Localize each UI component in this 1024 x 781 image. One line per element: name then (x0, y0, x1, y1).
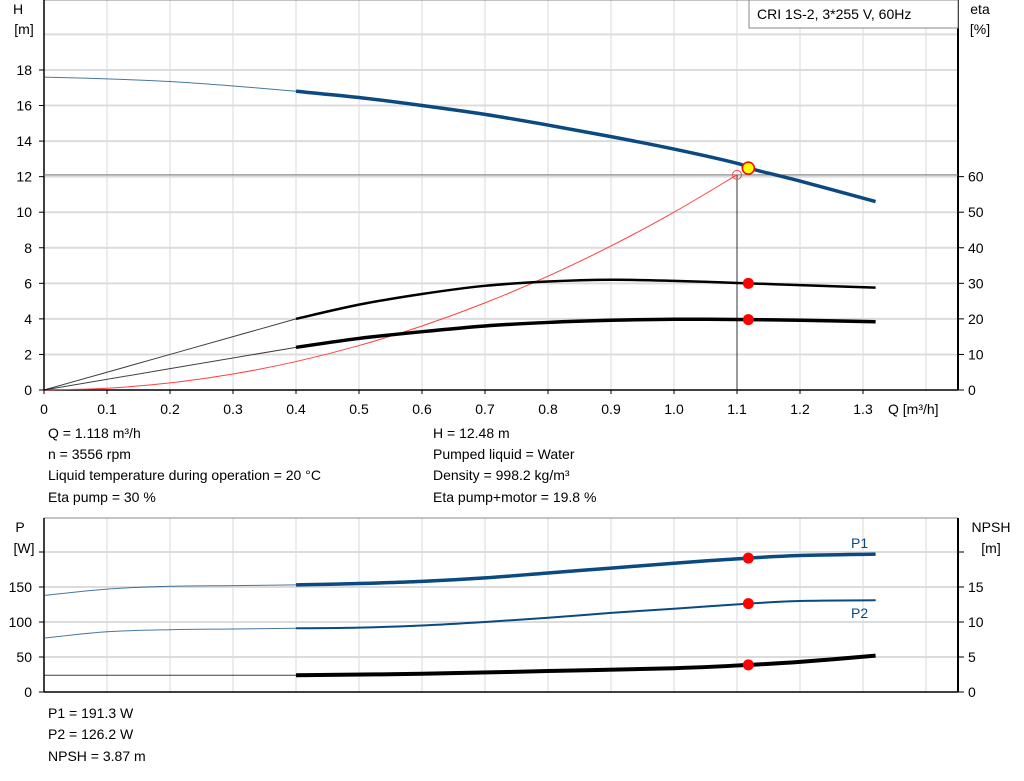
p2-series-label: P2 (851, 605, 868, 621)
p2-curve (295, 599, 876, 630)
y-left-tick-label: 18 (16, 62, 32, 78)
npsh-axis-unit: [m] (981, 540, 1000, 556)
info-eta-pump: Eta pump = 30 % (48, 489, 156, 505)
x-tick-label: 1.0 (664, 401, 684, 417)
y-left-tick-label: 16 (16, 98, 32, 114)
npsh-duty-marker (742, 659, 754, 671)
info-eta-pump-motor: Eta pump+motor = 19.8 % (433, 489, 597, 505)
info-h: H = 12.48 m (433, 425, 510, 441)
x-tick-label: 0.3 (223, 401, 243, 417)
info-p1: P1 = 191.3 W (48, 705, 134, 721)
y-right-tick-label: 30 (968, 275, 984, 291)
title-box (748, 0, 959, 29)
info-q: Q = 1.118 m³/h (48, 425, 141, 441)
npsh-tick-label: 5 (968, 649, 976, 665)
x-tick-label: 0.6 (412, 401, 432, 417)
npsh-tick-label: 0 (968, 684, 976, 700)
npsh-axis-label: NPSH (972, 519, 1011, 535)
eta-pump-duty-marker (742, 277, 754, 289)
y-right-tick-label: 20 (968, 311, 984, 327)
x-tick-label: 0.8 (538, 401, 558, 417)
eta-pump-curve (295, 278, 876, 321)
y-left-tick-label: 2 (24, 346, 32, 362)
npsh-tick-label: 15 (968, 579, 984, 595)
y-left-tick-label: 8 (24, 240, 32, 256)
y-left-tick-label: 10 (16, 204, 32, 220)
y-right-tick-label: 60 (968, 169, 984, 185)
p-tick-label: 0 (24, 684, 32, 700)
p-tick-label: 100 (9, 614, 33, 630)
x-tick-label: 1.1 (727, 401, 747, 417)
p-tick-label: 50 (16, 649, 32, 665)
p-axis-unit: [W] (14, 540, 35, 556)
y-left-axis-label: H (13, 1, 23, 17)
y-right-tick-label: 50 (968, 204, 984, 220)
eta-pump-motor-curve (295, 317, 876, 350)
y-left-tick-label: 14 (16, 133, 32, 149)
p-axis-label: P (15, 519, 24, 535)
p1-curve (295, 552, 876, 587)
head-curve (295, 89, 877, 204)
required-point-marker (732, 169, 742, 180)
p2-curve-thin (43, 627, 297, 639)
info-temperature: Liquid temperature during operation = 20… (48, 467, 321, 483)
y-left-tick-label: 6 (24, 275, 32, 291)
y-right-axis-unit: [%] (970, 21, 990, 37)
eta-pump-motor-duty-marker (742, 314, 754, 326)
eta-pump-motor-curve-thin (43, 346, 297, 391)
x-tick-label: 0.7 (475, 401, 495, 417)
eta-pump-curve-thin (43, 318, 297, 391)
y-right-tick-label: 10 (968, 346, 984, 362)
y-left-tick-label: 12 (16, 169, 32, 185)
x-tick-label: 0.2 (160, 401, 180, 417)
duty-point-marker (741, 161, 756, 175)
p1-duty-marker (742, 552, 754, 564)
x-tick-label: 0.9 (601, 401, 621, 417)
info-density: Density = 998.2 kg/m³ (433, 467, 570, 483)
y-left-tick-label: 4 (24, 311, 32, 327)
y-left-axis-unit: [m] (14, 21, 33, 37)
x-tick-label: 1.3 (853, 401, 873, 417)
chart-title: CRI 1S-2, 3*255 V, 60Hz (757, 6, 911, 22)
p2-duty-marker (742, 598, 754, 610)
info-npsh: NPSH = 3.87 m (48, 748, 146, 764)
y-right-tick-label: 40 (968, 240, 984, 256)
x-tick-label: 0.5 (349, 401, 369, 417)
y-left-tick-label: 0 (24, 382, 32, 398)
p1-curve-thin (43, 584, 297, 596)
info-speed: n = 3556 rpm (48, 446, 131, 462)
y-right-tick-label: 0 (968, 382, 976, 398)
x-tick-label: 0.4 (286, 401, 306, 417)
x-tick-label: 0.1 (97, 401, 117, 417)
info-p2: P2 = 126.2 W (48, 726, 134, 742)
p-tick-label: 150 (9, 579, 33, 595)
x-tick-label: 1.2 (790, 401, 810, 417)
info-liquid: Pumped liquid = Water (433, 446, 575, 462)
p1-series-label: P1 (851, 535, 868, 551)
npsh-curve (295, 653, 876, 678)
y-right-axis-label: eta (970, 1, 990, 17)
npsh-tick-label: 10 (968, 614, 984, 630)
x-tick-label: 0 (40, 401, 48, 417)
x-axis-label: Q [m³/h] (888, 401, 939, 417)
head-curve-thin (43, 76, 297, 92)
